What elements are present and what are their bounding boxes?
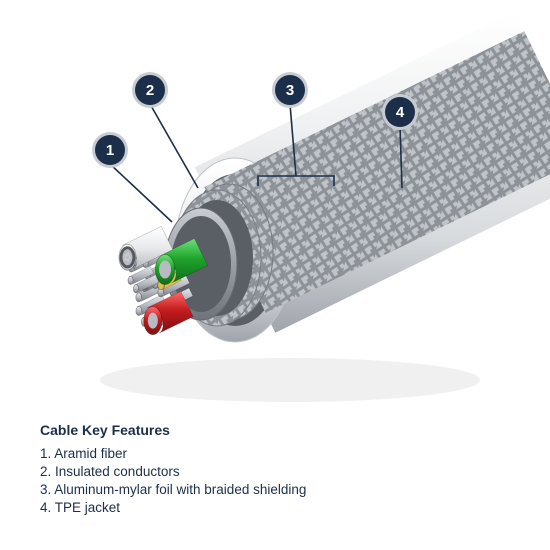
callout-badge-1: 1 <box>106 142 114 159</box>
callout-badge-3: 3 <box>286 82 294 99</box>
legend-item: 4. TPE jacket <box>40 500 500 515</box>
legend-item: 2. Insulated conductors <box>40 464 500 479</box>
legend-item: 3. Aluminum-mylar foil with braided shie… <box>40 482 500 497</box>
legend-item: 1. Aramid fiber <box>40 446 500 461</box>
cable-diagram: 1 2 3 4 <box>0 0 550 420</box>
legend-title: Cable Key Features <box>40 422 500 438</box>
legend: Cable Key Features 1. Aramid fiber 2. In… <box>40 422 500 518</box>
callout-badge-4: 4 <box>396 104 405 121</box>
callout-badge-2: 2 <box>146 82 154 99</box>
